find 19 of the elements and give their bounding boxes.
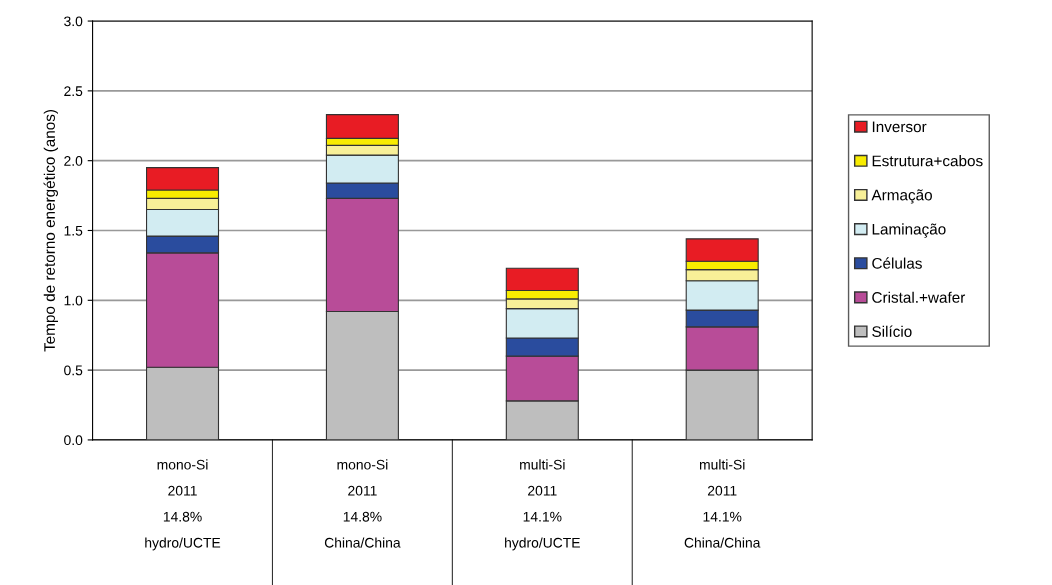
x-tick-label: mono-Si 2011 14.8% China/China xyxy=(324,459,401,548)
y-tick-label: 0.0 xyxy=(64,435,83,446)
y-tick-label: 1.0 xyxy=(64,295,83,306)
x-tick-label: multi-Si 2011 14.1% China/China xyxy=(684,459,761,548)
y-axis-title: Tempo de retorno energético (anos) xyxy=(43,109,58,352)
legend-label: Laminação xyxy=(872,223,946,238)
legend-label: Inversor xyxy=(872,121,927,133)
x-tick-label: multi-Si 2011 14.1% hydro/UCTE xyxy=(505,459,580,551)
y-tick-label: 3.0 xyxy=(64,16,83,27)
y-tick-label: 1.5 xyxy=(64,225,83,236)
x-tick-label: mono-Si 2011 14.8% hydro/UCTE xyxy=(145,459,221,551)
y-tick-label: 2.5 xyxy=(64,86,83,97)
y-tick-label: 2.0 xyxy=(64,156,83,166)
y-tick-label: 0.5 xyxy=(64,365,83,376)
legend-label: Estrutura+cabos xyxy=(872,155,983,167)
legend-label: Células xyxy=(872,257,922,269)
legend-label: Cristal.+wafer xyxy=(872,291,966,303)
legend-label: Silício xyxy=(872,325,912,337)
legend-label: Armação xyxy=(871,189,932,204)
